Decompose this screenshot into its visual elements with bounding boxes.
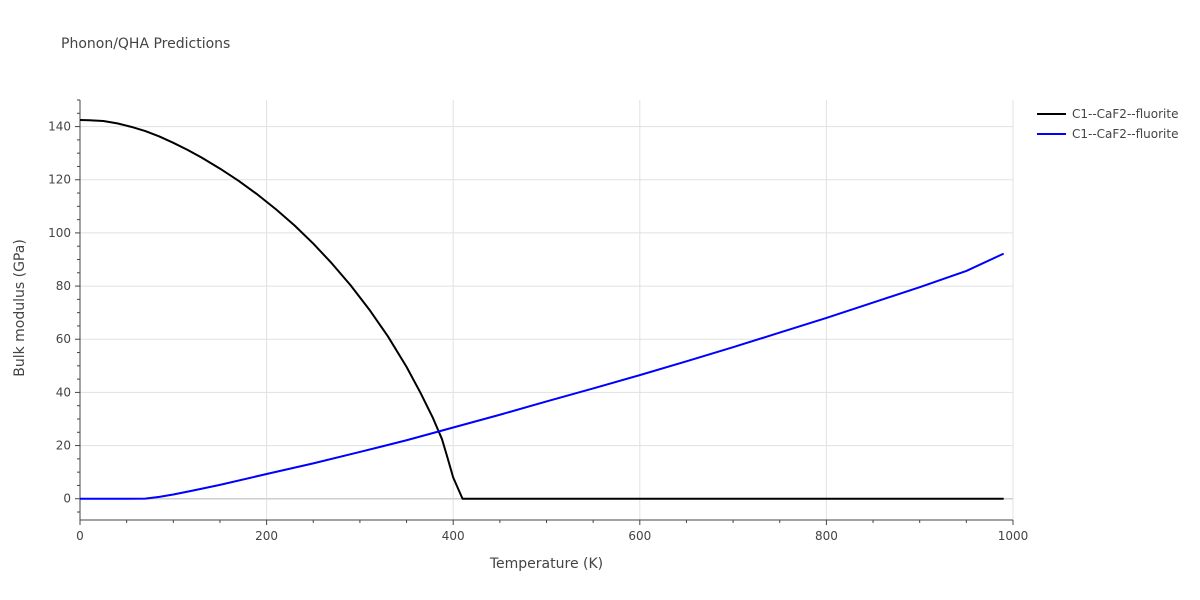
y-tick-label: 120 [48, 173, 71, 187]
x-tick-label: 600 [628, 529, 651, 543]
legend-item-2[interactable]: C1--CaF2--fluorite [1037, 127, 1178, 141]
tick-labels: 0 200 400 600 800 1000 0 20 40 60 80 100 120 140 [48, 120, 1028, 543]
y-tick-label: 140 [48, 120, 71, 134]
x-axis-title: Temperature (K) [489, 556, 603, 572]
x-tick-label: 800 [815, 529, 838, 543]
x-tick-label: 0 [76, 529, 84, 543]
legend-label: C1--CaF2--fluorite [1072, 107, 1178, 121]
series-line-1[interactable] [79, 118, 1004, 500]
y-tick-label: 80 [56, 279, 71, 293]
axes [75, 99, 1014, 525]
plot-area[interactable] [79, 118, 1005, 500]
legend[interactable]: C1--CaF2--fluorite C1--CaF2--fluorite [1037, 107, 1178, 141]
grid [80, 100, 1014, 520]
x-tick-label: 1000 [998, 529, 1029, 543]
legend-label: C1--CaF2--fluorite [1072, 127, 1178, 141]
y-tick-label: 100 [48, 226, 71, 240]
y-tick-label: 40 [56, 385, 71, 399]
x-tick-label: 200 [255, 529, 278, 543]
y-tick-label: 0 [63, 492, 71, 506]
y-tick-label: 60 [56, 332, 71, 346]
y-tick-label: 20 [56, 439, 71, 453]
chart-title: Phonon/QHA Predictions [61, 36, 231, 52]
y-axis-title: Bulk modulus (GPa) [12, 239, 28, 377]
legend-item-1[interactable]: C1--CaF2--fluorite [1037, 107, 1178, 121]
series-line-2[interactable] [80, 252, 1005, 500]
x-tick-label: 400 [442, 529, 465, 543]
